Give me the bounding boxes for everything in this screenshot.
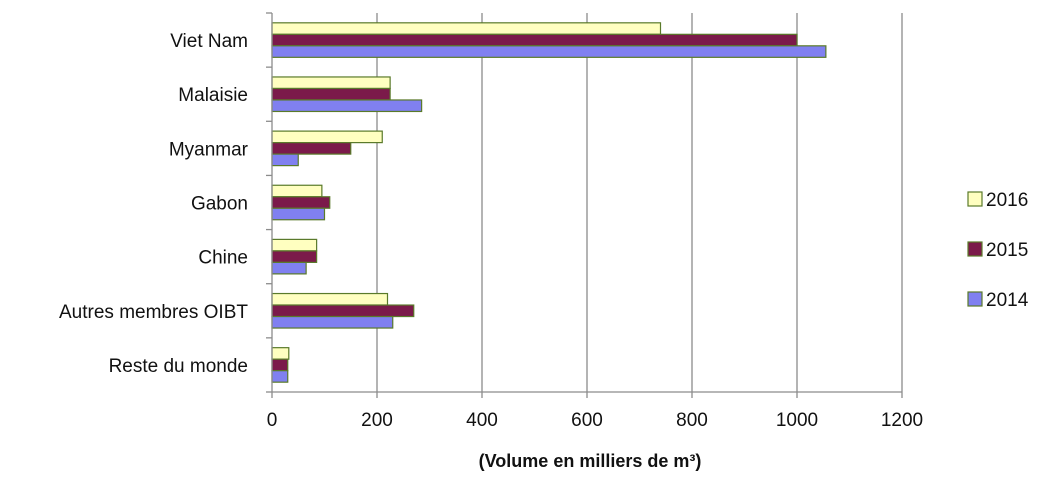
x-axis-title: (Volume en milliers de m³) — [479, 451, 702, 471]
legend-swatch-2014 — [967, 291, 983, 307]
bar-2016-3 — [271, 130, 383, 144]
bar-2016-1 — [271, 22, 662, 35]
bar-2014-4 — [271, 207, 326, 221]
legend-label-2016: 2016 — [986, 190, 1028, 211]
bar-2014-5 — [271, 261, 307, 275]
category-label: Gabon — [191, 194, 248, 215]
bar-2014-2 — [271, 99, 423, 113]
gridlines — [376, 13, 903, 392]
bar-2016-6 — [271, 292, 389, 306]
axes — [266, 12, 903, 398]
x-tick-label: 200 — [361, 410, 393, 431]
x-tick-label: 600 — [571, 410, 603, 431]
x-tick-label: 800 — [676, 410, 708, 431]
bars — [271, 22, 827, 383]
bar-2015-6 — [271, 304, 415, 318]
legend-label-2015: 2015 — [986, 240, 1028, 261]
category-label: Viet Nam — [170, 31, 248, 52]
legend-label-2014: 2014 — [986, 290, 1029, 311]
bar-2016-4 — [271, 184, 323, 198]
category-labels: Viet Nam Malaisie Myanmar Gabon Chine Autres … — [59, 31, 249, 377]
category-label: Reste du monde — [109, 356, 248, 377]
category-label: Autres membres OIBT — [59, 302, 248, 323]
category-label: Chine — [198, 248, 248, 269]
x-tick-label: 0 — [267, 410, 278, 431]
bar-2016-5 — [271, 238, 318, 252]
bar-2015-1 — [271, 33, 798, 47]
bar-2014-3 — [271, 153, 299, 167]
legend-swatch-2016 — [967, 191, 983, 207]
x-tick-label: 1200 — [881, 410, 923, 431]
bar-2015-7 — [271, 358, 289, 372]
category-label: Malaisie — [178, 85, 248, 106]
x-tick-label: 400 — [466, 410, 498, 431]
bar-2016-7 — [271, 347, 290, 360]
x-tick-label: 1000 — [776, 410, 818, 431]
x-tick-labels: 0 200 400 600 800 1000 1200 — [267, 410, 923, 431]
legend-swatch-2015 — [967, 241, 983, 257]
legend: 2016 2015 2014 — [967, 190, 1029, 311]
bar-2015-2 — [271, 87, 391, 101]
category-label: Myanmar — [169, 139, 249, 160]
bar-2015-5 — [271, 250, 318, 263]
bar-2014-1 — [271, 45, 827, 58]
bar-2015-3 — [271, 142, 352, 155]
bar-2016-2 — [271, 76, 391, 90]
bar-2014-7 — [271, 370, 289, 383]
bar-2014-6 — [271, 315, 394, 329]
bar-2015-4 — [271, 196, 331, 209]
